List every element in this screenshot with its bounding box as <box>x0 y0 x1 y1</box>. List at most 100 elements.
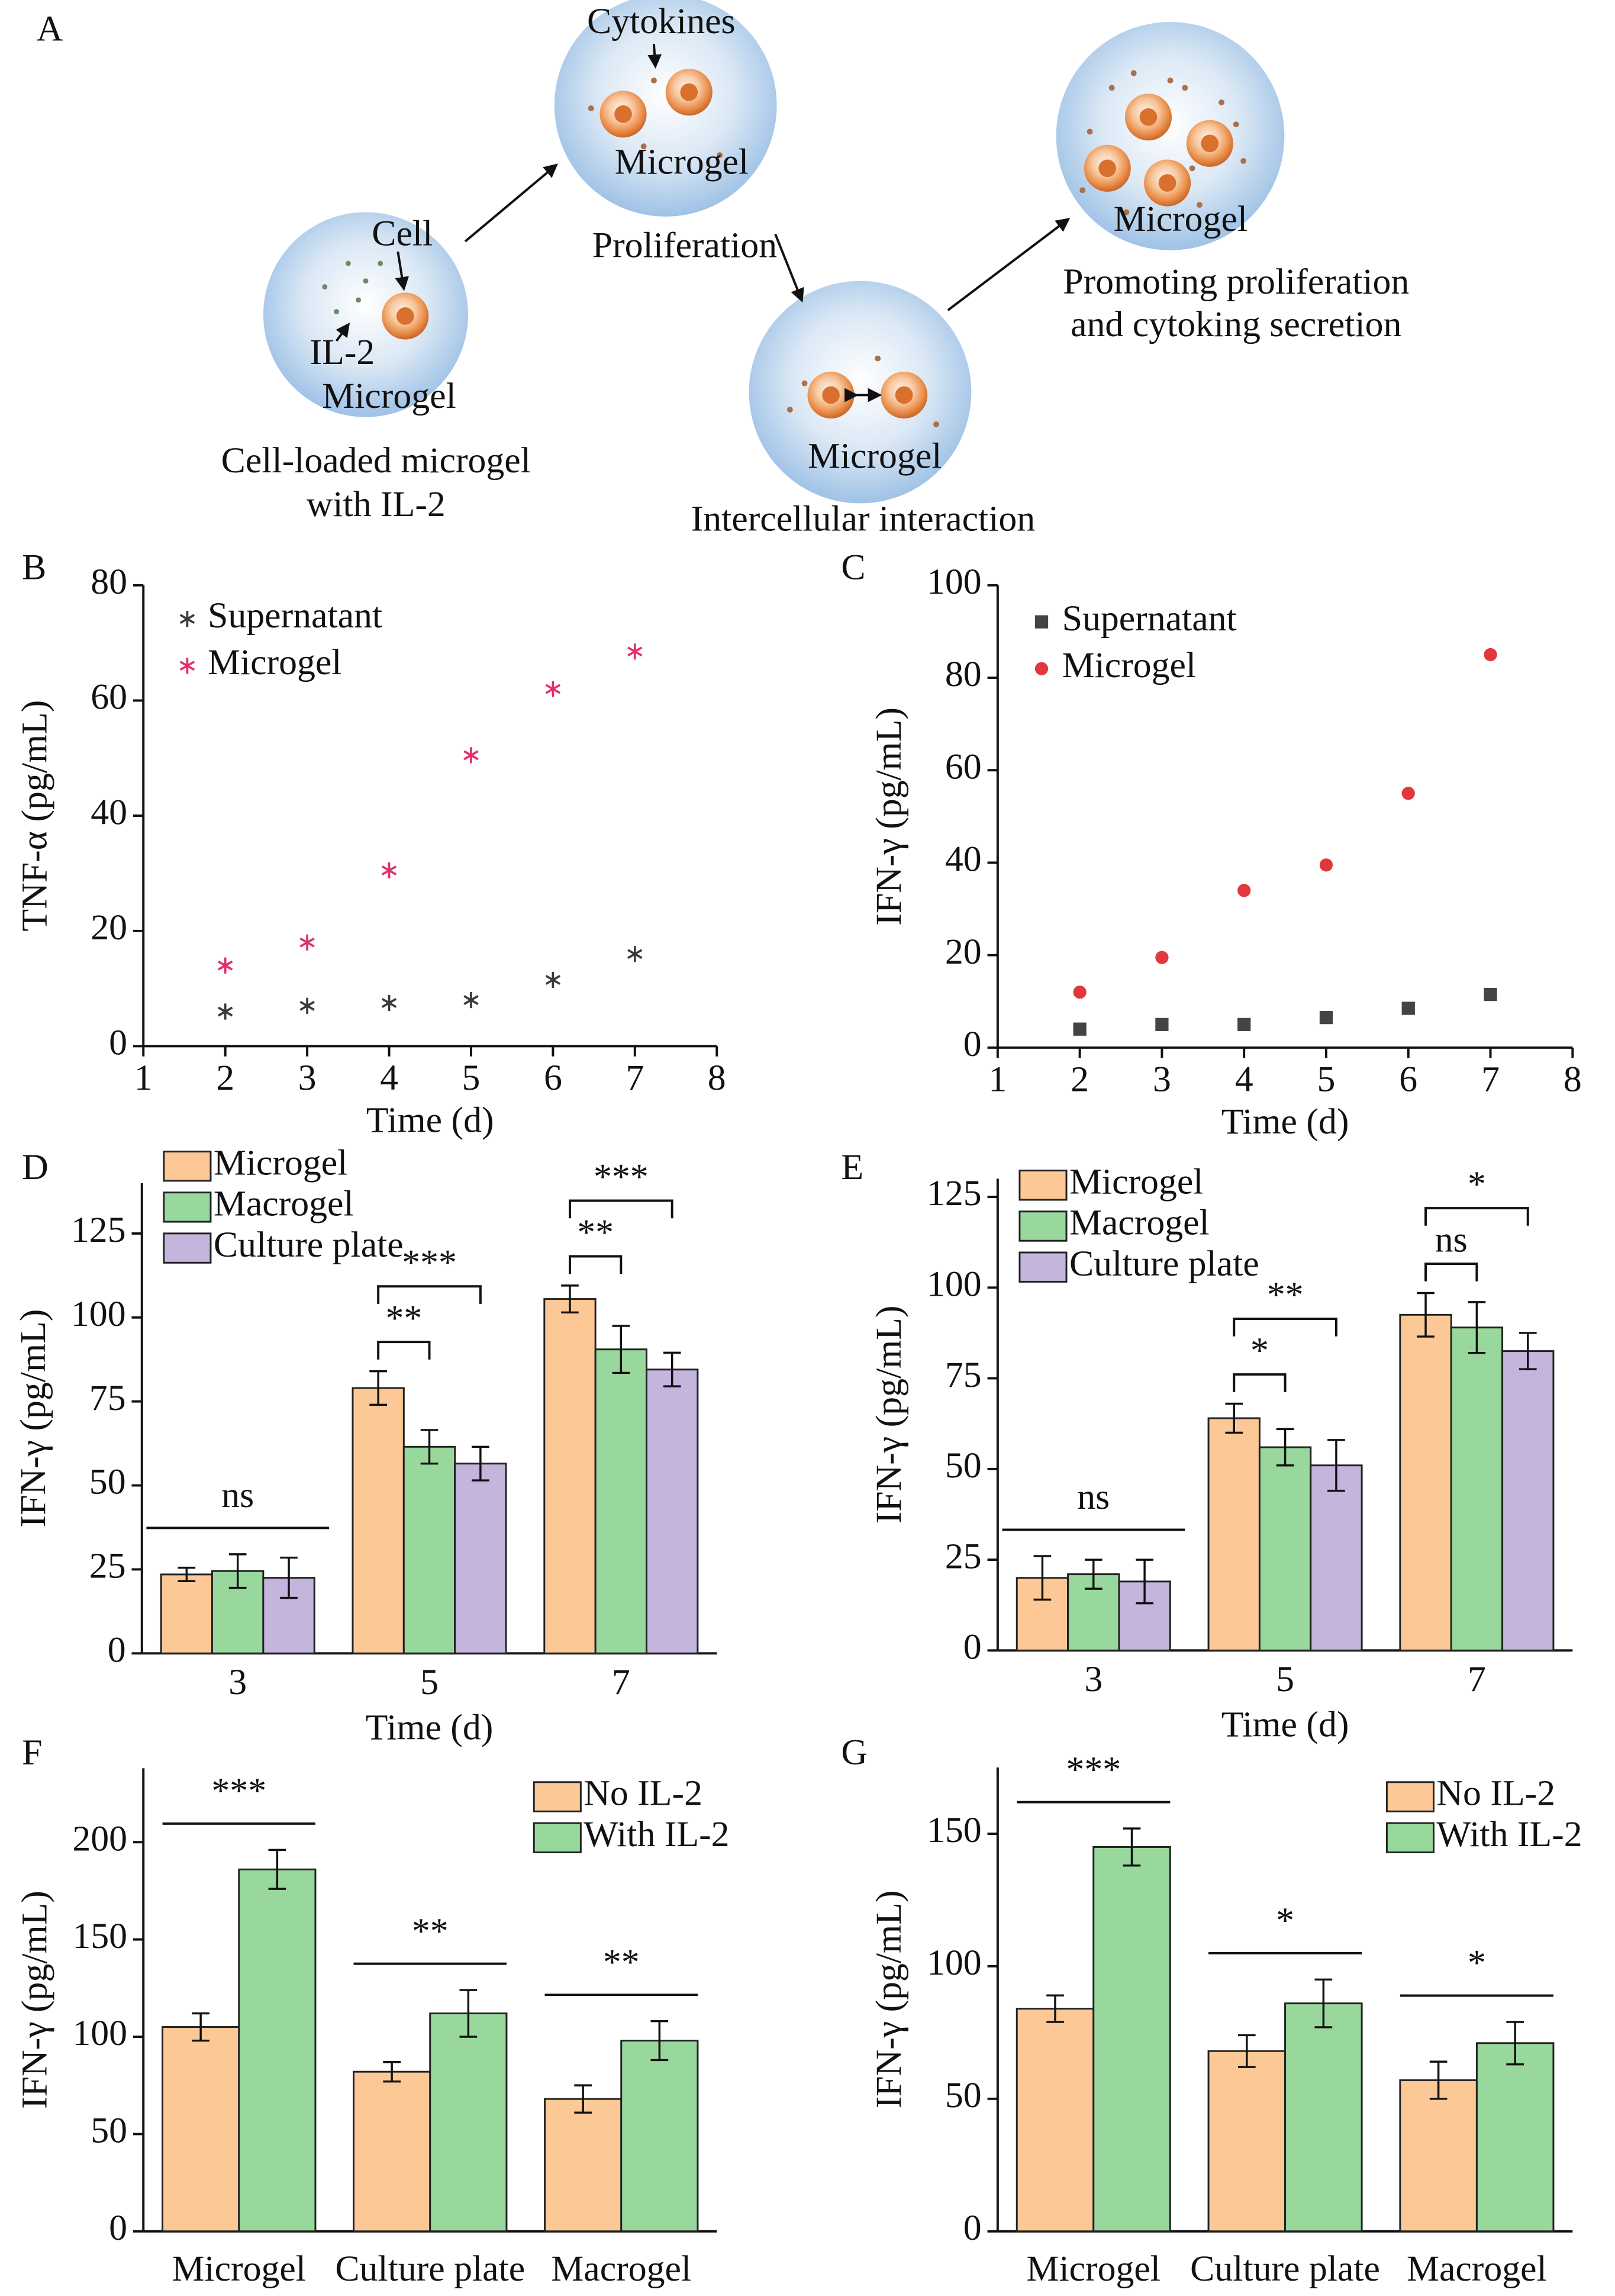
x-tick-label: 3 <box>298 1058 317 1098</box>
significance-bracket <box>377 1285 482 1304</box>
y-tick-label: 100 <box>927 1943 982 1983</box>
marker <box>217 1003 233 1020</box>
y-axis-label: IFN-γ (pg/mL) <box>869 1891 909 2109</box>
bar <box>1310 1464 1363 1651</box>
x-tick-label: 1 <box>988 1059 1007 1099</box>
y-tick-label: 80 <box>945 654 982 694</box>
label: Microgel <box>615 142 749 182</box>
y-tick-label: 125 <box>71 1210 126 1250</box>
label: Proliferation <box>592 225 777 265</box>
marker <box>1319 858 1333 872</box>
legend-swatch <box>163 1192 212 1223</box>
x-tick-label: 7 <box>626 1058 644 1098</box>
significance-label: * <box>1276 1901 1294 1941</box>
legend-label: With IL-2 <box>584 1814 729 1854</box>
y-tick-label: 50 <box>91 2111 127 2151</box>
marker-stroke <box>381 998 397 1008</box>
y-tick-label: 0 <box>108 1630 126 1670</box>
bar <box>1092 1846 1171 2233</box>
panel-label: D <box>22 1147 49 1187</box>
y-tick-label: 150 <box>72 1916 127 1956</box>
bar <box>162 2026 240 2233</box>
label: Microgel <box>808 436 942 476</box>
significance-bracket <box>1424 1207 1529 1226</box>
significance-bracket <box>569 1255 623 1274</box>
marker <box>463 747 479 764</box>
significance-label: *** <box>402 1242 457 1283</box>
error-bar <box>1327 1439 1345 1492</box>
marker-stroke <box>179 614 195 624</box>
significance-label: * <box>1468 1943 1486 1983</box>
marker <box>1401 787 1415 800</box>
legend-swatch <box>163 1232 212 1264</box>
y-tick-label: 200 <box>72 1818 127 1859</box>
legend-label: Culture plate <box>1069 1244 1259 1284</box>
bar <box>544 2098 623 2233</box>
legend-label: No IL-2 <box>584 1773 702 1814</box>
marker <box>1401 1002 1415 1015</box>
x-tick-label: 6 <box>1399 1059 1417 1099</box>
y-tick-label: 100 <box>927 562 982 602</box>
marker <box>217 957 233 974</box>
bar <box>1016 2008 1095 2233</box>
x-tick-label: Culture plate <box>1190 2249 1380 2289</box>
error-bar <box>178 1566 196 1583</box>
error-bar <box>650 2020 669 2062</box>
error-bar <box>383 2060 401 2083</box>
legend-swatch <box>533 1822 582 1853</box>
significance-bracket <box>1233 1373 1287 1392</box>
panel-label: G <box>841 1733 868 1773</box>
marker-stroke <box>299 937 315 948</box>
x-tick-label: 7 <box>612 1662 630 1702</box>
y-tick-label: 150 <box>927 1810 982 1850</box>
marker-stroke <box>381 865 397 875</box>
error-bar <box>192 2012 209 2042</box>
marker <box>545 971 561 988</box>
y-tick-label: 50 <box>945 1445 982 1486</box>
y-tick-label: 40 <box>91 792 127 832</box>
panel-label: C <box>841 547 865 587</box>
panel-label: B <box>22 547 46 587</box>
error-bar <box>1276 1428 1294 1467</box>
y-tick-label: 0 <box>963 1024 982 1064</box>
significance-bracket <box>1424 1263 1478 1281</box>
cytokine-dots <box>588 70 1247 427</box>
x-tick-label: Culture plate <box>335 2249 525 2289</box>
label: Microgel <box>1114 199 1247 239</box>
diagram: A Cytokines Microgel Proliferation Cell … <box>37 0 1409 539</box>
legend-label: Macrogel <box>1069 1203 1210 1243</box>
legend-swatch <box>1018 1210 1068 1242</box>
error-bar <box>1225 1402 1243 1434</box>
x-axis-label: Time (d) <box>1221 1102 1349 1142</box>
bar <box>352 1387 405 1654</box>
significance-label: ** <box>412 1911 449 1951</box>
bar <box>238 1868 317 2233</box>
significance-label: ** <box>603 1942 640 1982</box>
bar <box>1399 1313 1452 1651</box>
bar <box>402 1445 456 1654</box>
marker-stroke <box>179 661 195 671</box>
panel-label: E <box>841 1147 863 1187</box>
significance-label: *** <box>594 1157 649 1197</box>
error-bar <box>1519 1332 1537 1370</box>
x-tick-label: 3 <box>1084 1659 1103 1699</box>
marker <box>381 994 397 1012</box>
y-tick-label: 125 <box>927 1173 982 1213</box>
y-axis-label: IFN-γ (pg/mL) <box>869 1306 909 1524</box>
significance-label: ** <box>1267 1275 1304 1315</box>
marker <box>627 643 643 660</box>
x-tick-label: 2 <box>216 1058 234 1098</box>
bar <box>1399 2079 1478 2233</box>
marker <box>1484 987 1497 1002</box>
y-axis-label: TNF-α (pg/mL) <box>14 700 54 932</box>
legend-marker <box>179 611 195 627</box>
legend-label: Microgel <box>1069 1161 1203 1202</box>
x-tick-label: 3 <box>228 1662 247 1702</box>
marker <box>1319 1011 1333 1025</box>
legend-marker <box>179 658 195 674</box>
legend-label: Microgel <box>208 642 341 682</box>
error-bar <box>1429 2060 1448 2100</box>
x-tick-label: Macrogel <box>551 2249 691 2289</box>
marker <box>299 934 315 951</box>
y-tick-label: 0 <box>963 2208 982 2248</box>
